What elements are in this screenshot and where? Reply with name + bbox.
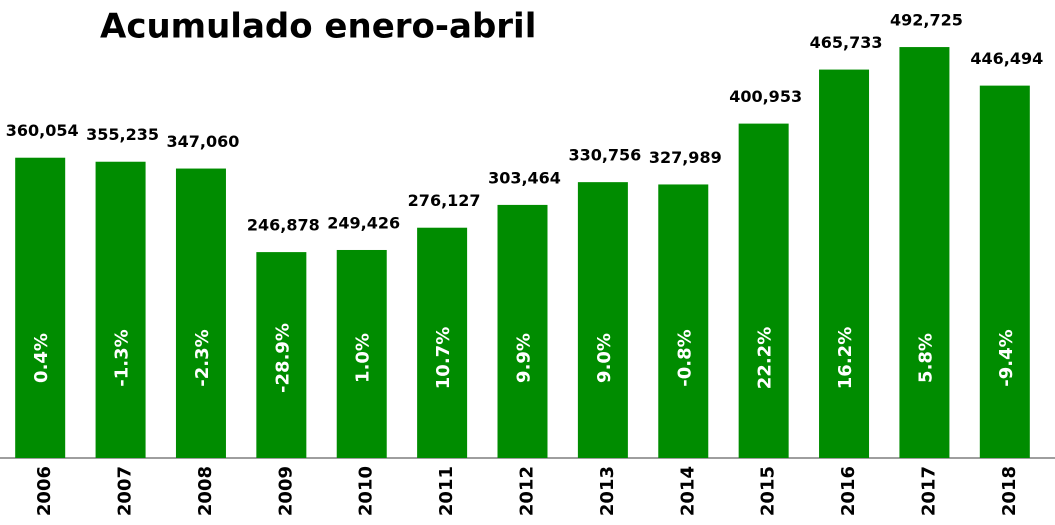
value-label: 327,989 — [649, 148, 722, 167]
bar — [658, 184, 709, 459]
bar — [256, 252, 307, 458]
growth-label: 5.8% — [915, 333, 936, 383]
growth-label: 22.2% — [755, 327, 776, 389]
bar — [979, 85, 1030, 459]
value-label: 492,725 — [890, 11, 963, 30]
growth-label: -0.8% — [674, 329, 695, 386]
x-tick-label: 2014 — [677, 466, 698, 516]
x-tick-label: 2015 — [758, 466, 779, 516]
x-tick-label: 2017 — [918, 466, 939, 516]
bar — [497, 204, 548, 458]
x-tick-label: 2006 — [34, 466, 55, 516]
x-tick-label: 2011 — [436, 466, 457, 516]
bar — [577, 182, 628, 459]
bar — [336, 249, 387, 458]
growth-label: 1.0% — [353, 333, 374, 383]
growth-label: 10.7% — [433, 327, 454, 389]
value-label: 446,494 — [970, 49, 1043, 68]
chart-title: Acumulado enero-abril — [100, 7, 536, 47]
growth-label: 16.2% — [835, 327, 856, 389]
growth-label: -1.3% — [112, 329, 133, 386]
growth-label: -28.9% — [272, 323, 293, 393]
value-label: 355,235 — [86, 125, 159, 144]
value-label: 400,953 — [729, 87, 802, 106]
value-label: 303,464 — [488, 168, 561, 187]
growth-label: 9.0% — [594, 333, 615, 383]
value-label: 246,878 — [247, 216, 320, 235]
x-tick-label: 2008 — [195, 466, 216, 516]
x-tick-label: 2009 — [275, 466, 296, 516]
growth-label: -9.4% — [996, 329, 1017, 386]
growth-label: 9.9% — [514, 333, 535, 383]
value-label: 465,733 — [810, 33, 883, 52]
value-label: 360,054 — [6, 121, 79, 140]
value-label: 330,756 — [568, 146, 641, 165]
growth-label: 0.4% — [31, 333, 52, 383]
growth-label: -2.3% — [192, 329, 213, 386]
value-label: 347,060 — [167, 132, 240, 151]
bar — [15, 157, 66, 458]
bar — [417, 227, 468, 458]
x-tick-label: 2012 — [517, 466, 538, 516]
x-tick-label: 2010 — [356, 466, 377, 516]
x-tick-label: 2013 — [597, 466, 618, 516]
x-tick-label: 2016 — [838, 466, 859, 516]
bar — [175, 168, 226, 459]
bar — [95, 161, 146, 458]
value-label: 249,426 — [327, 213, 400, 232]
x-tick-label: 2007 — [115, 466, 136, 516]
bar — [899, 47, 950, 458]
value-label: 276,127 — [408, 191, 481, 210]
x-tick-label: 2018 — [999, 466, 1020, 516]
bar — [819, 69, 870, 458]
bar — [738, 123, 789, 458]
